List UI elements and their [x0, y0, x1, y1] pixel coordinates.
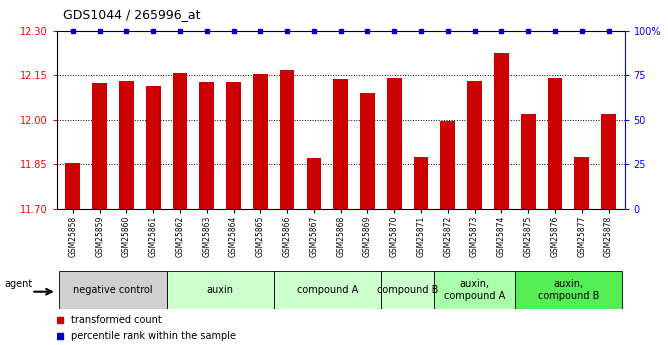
- Bar: [515, 271, 622, 309]
- Text: negative control: negative control: [73, 285, 153, 295]
- Bar: [200, 82, 214, 209]
- Bar: [467, 81, 482, 209]
- Bar: [440, 121, 455, 209]
- Text: auxin,
compound B: auxin, compound B: [538, 279, 599, 300]
- Bar: [307, 158, 321, 209]
- Bar: [166, 271, 274, 309]
- Bar: [494, 53, 509, 209]
- Text: agent: agent: [5, 279, 33, 289]
- Text: percentile rank within the sample: percentile rank within the sample: [71, 332, 236, 341]
- Bar: [333, 79, 348, 209]
- Text: compound B: compound B: [377, 285, 438, 295]
- Bar: [65, 163, 80, 209]
- Bar: [280, 70, 295, 209]
- Bar: [381, 271, 434, 309]
- Bar: [521, 114, 536, 209]
- Bar: [226, 82, 241, 209]
- Text: auxin: auxin: [206, 285, 234, 295]
- Text: compound A: compound A: [297, 285, 358, 295]
- Bar: [434, 271, 515, 309]
- Bar: [172, 72, 187, 209]
- Bar: [119, 81, 134, 209]
- Bar: [413, 157, 428, 209]
- Bar: [59, 271, 166, 309]
- Text: GDS1044 / 265996_at: GDS1044 / 265996_at: [63, 8, 201, 21]
- Text: auxin,
compound A: auxin, compound A: [444, 279, 505, 300]
- Bar: [274, 271, 381, 309]
- Bar: [253, 74, 268, 209]
- Bar: [387, 78, 401, 209]
- Bar: [574, 157, 589, 209]
- Bar: [92, 83, 107, 209]
- Bar: [601, 114, 616, 209]
- Bar: [360, 93, 375, 209]
- Text: transformed count: transformed count: [71, 315, 162, 325]
- Bar: [548, 78, 562, 209]
- Bar: [146, 86, 160, 209]
